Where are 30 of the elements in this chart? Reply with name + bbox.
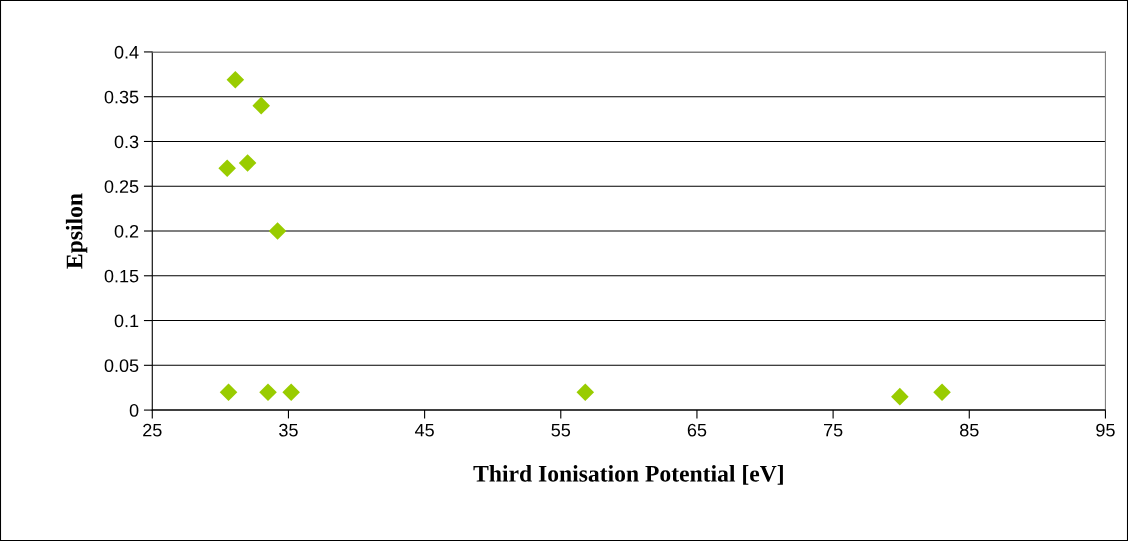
point	[259, 383, 277, 401]
point	[219, 383, 238, 401]
y-tick-label: 0.2	[114, 224, 139, 238]
point	[238, 154, 257, 172]
point	[933, 383, 951, 401]
point	[282, 383, 300, 401]
point	[891, 387, 909, 406]
y-tick-label: 0.4	[114, 45, 139, 59]
x-tick-label: 95	[1096, 423, 1115, 437]
x-tick-label: 65	[687, 423, 707, 437]
point	[226, 70, 245, 89]
y-tick-label: 0.25	[104, 180, 139, 193]
point	[218, 159, 236, 178]
x-tick-label: 85	[960, 423, 979, 437]
y-tick-label: 0	[129, 404, 139, 417]
point	[576, 383, 595, 401]
y-axis-title: Epsilon	[65, 193, 88, 269]
x-tick-label: 35	[279, 423, 298, 437]
x-tick-label: 55	[551, 423, 571, 437]
y-tick-label: 0.15	[104, 269, 139, 283]
x-tick-label: 45	[414, 423, 434, 437]
x-tick-label: 75	[823, 423, 843, 437]
y-tick-label: 0.05	[104, 359, 139, 373]
x-tick-label: 25	[143, 423, 162, 437]
y-tick-label: 0.35	[104, 90, 139, 104]
y-tick-label: 0.1	[114, 314, 139, 328]
point	[268, 222, 287, 240]
y-tick-label: 0.3	[114, 135, 139, 149]
x-axis-title: Third Ionisation Potential [eV]	[473, 465, 783, 485]
point	[252, 96, 270, 115]
